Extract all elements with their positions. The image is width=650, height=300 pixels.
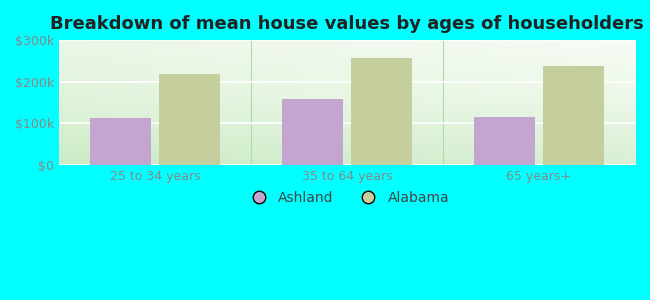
Bar bbox=[543, 66, 604, 165]
Bar bbox=[159, 74, 220, 165]
Legend: Ashland, Alabama: Ashland, Alabama bbox=[239, 185, 455, 210]
Bar bbox=[474, 117, 535, 165]
Bar bbox=[281, 99, 343, 165]
Title: Breakdown of mean house values by ages of householders: Breakdown of mean house values by ages o… bbox=[50, 15, 644, 33]
Bar bbox=[351, 58, 412, 165]
Bar bbox=[90, 118, 151, 165]
